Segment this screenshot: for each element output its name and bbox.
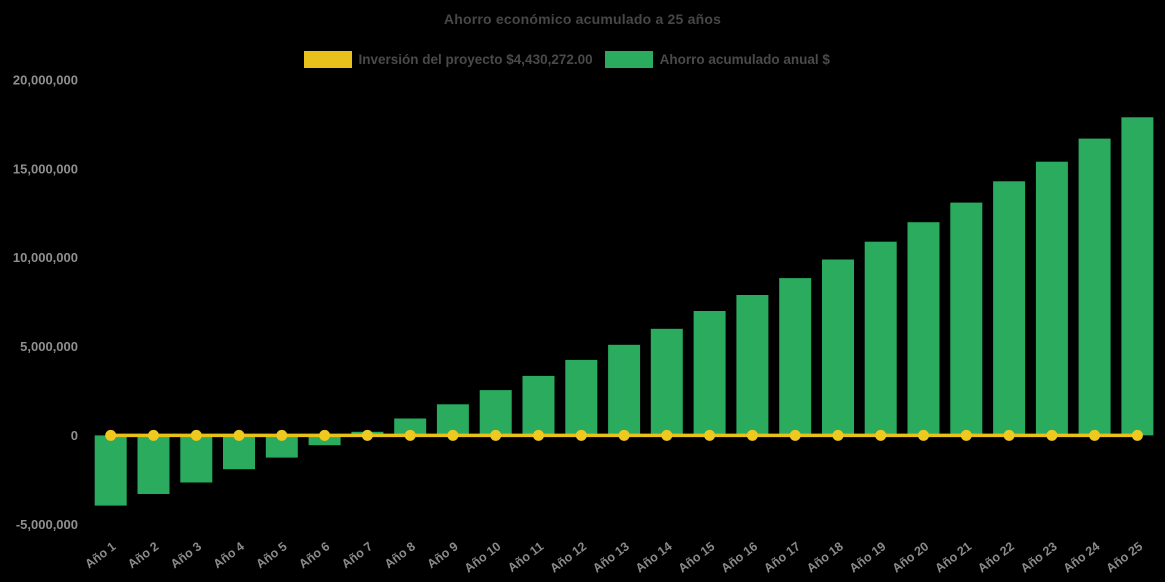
investment-swatch-icon: [303, 51, 352, 68]
bar-año-5: [265, 435, 298, 458]
bar-año-11: [522, 375, 555, 436]
bar-año-18: [822, 259, 854, 436]
y-axis-tick-label: 20,000,000: [13, 73, 78, 88]
y-axis-tick-label: 5,000,000: [20, 339, 78, 354]
investment-line-marker: [490, 429, 502, 441]
y-axis-tick-label: 10,000,000: [13, 250, 78, 265]
x-axis-tick-label: Año 6: [296, 539, 332, 571]
chart-legend: Inversión del proyecto $4,430,272.00 Aho…: [303, 51, 830, 68]
investment-line-marker: [361, 429, 373, 441]
investment-line-marker: [148, 429, 159, 441]
legend-label-investment: Inversión del proyecto $4,430,272.00: [358, 52, 593, 67]
investment-line-marker: [575, 429, 587, 441]
investment-line-marker: [1131, 429, 1143, 441]
bar-año-1: [94, 435, 127, 506]
bar-año-8: [394, 418, 427, 436]
legend-item-investment: Inversión del proyecto $4,430,272.00: [303, 51, 593, 68]
bar-año-14: [650, 328, 683, 436]
x-axis-tick-label: Año 3: [168, 539, 204, 571]
bar-año-16: [736, 295, 769, 436]
x-axis-tick-label: Año 20: [890, 539, 932, 575]
legend-item-savings: Ahorro acumulado anual $: [604, 51, 830, 68]
x-axis-tick-label: Año 22: [975, 539, 1017, 575]
x-axis-tick-label: Año 18: [804, 539, 846, 575]
x-axis-tick-label: Año 9: [425, 539, 461, 571]
y-axis-tick-label: 0: [71, 428, 78, 443]
bar-año-3: [180, 435, 213, 483]
x-axis-tick-label: Año 4: [211, 539, 247, 571]
bar-año-12: [565, 359, 598, 436]
investment-line-marker: [319, 429, 331, 441]
investment-line-marker: [789, 429, 801, 441]
investment-line-marker: [1003, 429, 1015, 441]
investment-line-marker: [918, 429, 929, 441]
y-axis-tick-label: -5,000,000: [16, 517, 78, 532]
investment-line-marker: [832, 429, 844, 441]
x-axis-tick-label: Año 15: [676, 539, 718, 575]
investment-line-marker: [447, 429, 459, 441]
bar-año-23: [1035, 161, 1068, 436]
x-axis-tick-label: Año 14: [633, 539, 675, 575]
x-axis-tick-label: Año 12: [547, 539, 589, 575]
x-axis-tick-label: Año 11: [505, 539, 546, 575]
x-axis-tick-label: Año 17: [761, 539, 803, 575]
investment-line-marker: [960, 429, 972, 441]
bar-año-20: [907, 222, 940, 436]
investment-line-marker: [190, 429, 202, 441]
bar-año-19: [864, 241, 897, 436]
bar-año-13: [608, 344, 641, 436]
investment-line-marker: [704, 429, 716, 441]
x-axis-tick-label: Año 8: [382, 539, 418, 571]
investment-line-marker: [404, 429, 416, 441]
savings-swatch-icon: [604, 51, 653, 68]
x-axis-tick-label: Año 5: [253, 539, 289, 571]
y-axis-tick-label: 15,000,000: [13, 161, 78, 176]
investment-line-marker: [661, 429, 673, 441]
legend-label-savings: Ahorro acumulado anual $: [659, 52, 830, 67]
bar-año-21: [950, 202, 983, 436]
x-axis-tick-label: Año 1: [82, 539, 118, 571]
x-axis-tick-label: Año 16: [718, 539, 760, 575]
investment-line-marker: [1046, 429, 1058, 441]
bar-año-24: [1078, 138, 1111, 436]
chart-title: Ahorro económico acumulado a 25 años: [443, 11, 722, 27]
bar-año-17: [779, 278, 812, 436]
x-axis-tick-label: Año 25: [1103, 539, 1145, 575]
investment-line-marker: [533, 429, 544, 441]
bar-año-2: [137, 435, 170, 494]
x-axis-tick-label: Año 2: [125, 539, 161, 571]
bar-año-4: [223, 435, 255, 470]
investment-line-marker: [105, 429, 117, 441]
bar-año-10: [479, 390, 512, 436]
bar-año-22: [993, 181, 1026, 436]
x-axis-tick-label: Año 10: [462, 539, 504, 575]
x-axis-tick-label: Año 13: [590, 539, 632, 575]
x-axis-tick-label: Año 24: [1061, 539, 1103, 575]
investment-line-marker: [276, 429, 288, 441]
bar-año-25: [1121, 117, 1154, 436]
x-axis-tick-label: Año 23: [1018, 539, 1060, 575]
investment-line-marker: [233, 429, 245, 441]
x-axis-tick-label: Año 19: [847, 539, 889, 575]
investment-line-marker: [746, 429, 758, 441]
investment-line-marker: [875, 429, 887, 441]
x-axis-tick-label: Año 7: [339, 539, 375, 571]
investment-line-marker: [1089, 429, 1101, 441]
bar-año-15: [693, 311, 726, 436]
x-axis-tick-label: Año 21: [932, 539, 974, 575]
investment-line-marker: [618, 429, 630, 441]
